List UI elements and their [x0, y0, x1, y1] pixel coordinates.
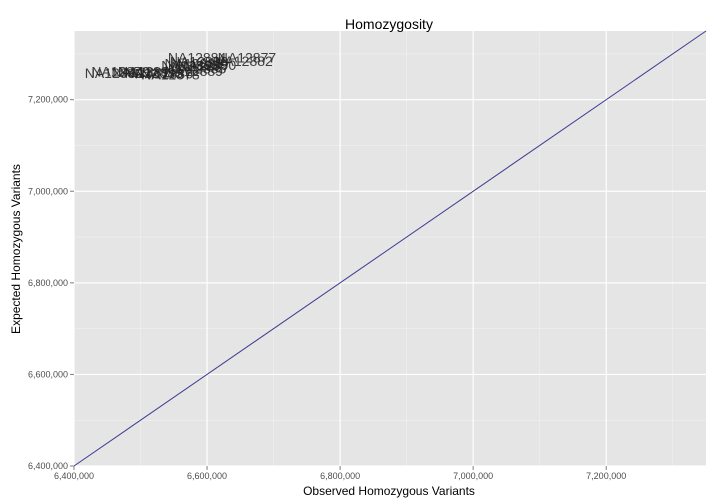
- y-axis-title: Expected Homozygous Variants: [9, 164, 23, 334]
- sample-label: NA12886: [135, 66, 194, 82]
- sample-label: NA12882: [214, 53, 273, 69]
- x-tick-label: 7,000,000: [453, 471, 493, 481]
- x-axis-title: Observed Homozygous Variants: [303, 484, 475, 498]
- reference-line: [73, 30, 707, 467]
- sample-label: NA12877: [218, 50, 277, 66]
- sample-label: NA12891: [118, 63, 177, 79]
- sample-label: NA12887: [171, 59, 230, 75]
- sample-label: NA12880: [170, 54, 229, 70]
- sample-label: NA12879: [91, 63, 150, 79]
- sample-label: NA12878: [141, 67, 200, 83]
- x-tick-label: 6,600,000: [187, 471, 227, 481]
- y-tick-label: 6,800,000: [28, 278, 68, 288]
- y-axis-ticks: 6,400,000 6,600,000 6,800,000 7,000,000 7,20…: [28, 95, 74, 471]
- sample-label: NA12888: [165, 56, 224, 72]
- sample-label: NA12883: [125, 65, 184, 81]
- x-tick-label: 6,400,000: [54, 471, 94, 481]
- major-gridlines: [73, 31, 706, 467]
- minor-gridlines: [74, 31, 706, 466]
- x-tick-label: 7,200,000: [586, 471, 626, 481]
- sample-label: NA12893: [161, 57, 220, 73]
- x-axis-ticks: 6,400,000 6,600,000 6,800,000 7,000,000 7,20…: [54, 466, 626, 481]
- point-labels: NA12877NA12882NA12884NA12880NA12890NA128…: [85, 50, 277, 83]
- sample-label: NA12885: [168, 61, 227, 77]
- y-tick-label: 7,200,000: [28, 95, 68, 105]
- chart-title: Homozygosity: [345, 16, 433, 32]
- sample-label: NA12890: [178, 57, 237, 73]
- sample-label: NA12892: [85, 65, 144, 81]
- y-tick-label: 6,600,000: [28, 369, 68, 379]
- y-tick-label: 7,000,000: [28, 186, 68, 196]
- sample-label: NA12889: [165, 63, 224, 79]
- sample-label: NA12881: [111, 64, 170, 80]
- sample-label: NA12884: [168, 50, 227, 66]
- x-tick-label: 6,800,000: [320, 471, 360, 481]
- y-tick-label: 6,400,000: [28, 461, 68, 471]
